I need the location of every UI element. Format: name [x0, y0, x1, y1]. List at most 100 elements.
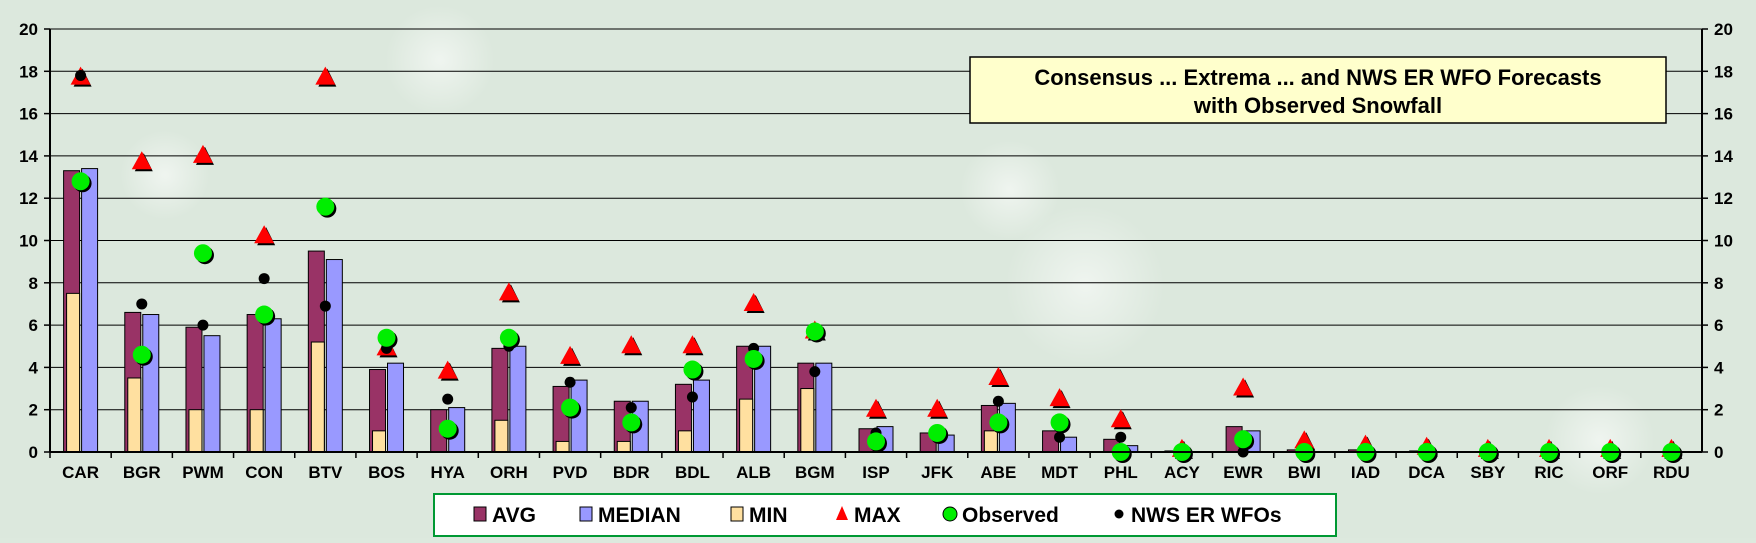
- legend: AVG MEDIAN MIN MAX Observed NWS ER WFOs: [433, 493, 1337, 537]
- legend-label: MAX: [854, 504, 901, 527]
- y-tick-label-right: 20: [1714, 20, 1733, 39]
- max-marker: [682, 335, 703, 354]
- bar-min: [66, 292, 81, 453]
- x-tick-label: ORF: [1592, 463, 1628, 482]
- y-tick-label-left: 8: [29, 274, 38, 293]
- legend-swatch: [942, 506, 958, 522]
- max-marker: [1233, 377, 1254, 396]
- y-tick-label-right: 18: [1714, 62, 1733, 81]
- legend-swatch: [579, 506, 593, 522]
- observed-marker: [561, 398, 580, 417]
- y-tick-label-right: 4: [1714, 358, 1724, 377]
- nws-marker: [75, 70, 87, 82]
- x-tick-label: HYA: [431, 463, 465, 482]
- max-marker: [254, 225, 275, 244]
- y-tick-label-left: 4: [29, 358, 39, 377]
- legend-label: MIN: [749, 504, 788, 527]
- bars: [63, 168, 1427, 453]
- bar-min: [555, 440, 570, 453]
- bar-min: [677, 430, 692, 453]
- y-tick-label-left: 0: [29, 443, 38, 462]
- bar-median: [142, 314, 160, 453]
- chart-title-line-2: with Observed Snowfall: [1193, 93, 1442, 118]
- y-axis-right-ticks: 0 2 4 6 8 10 12 14 16 18 20: [1714, 20, 1733, 462]
- observed-marker: [132, 345, 151, 364]
- observed-marker: [499, 328, 518, 347]
- legend-swatch: [730, 506, 744, 522]
- nws-marker: [258, 273, 270, 285]
- y-tick-label-right: 6: [1714, 316, 1723, 335]
- max-marker: [560, 345, 581, 364]
- nws-marker: [992, 395, 1004, 407]
- max-marker: [315, 66, 336, 85]
- observed-marker: [377, 328, 396, 347]
- y-tick-label-right: 14: [1714, 147, 1733, 166]
- y-axis-left-ticks: 0 2 4 6 8 10 12 14 16 18 20: [19, 20, 38, 462]
- observed-marker: [989, 413, 1008, 432]
- x-tick-label: BWI: [1288, 463, 1321, 482]
- x-tick-label: SBY: [1470, 463, 1506, 482]
- bar-min: [800, 388, 815, 453]
- x-tick-label: IAD: [1351, 463, 1380, 482]
- legend-swatch: [1114, 509, 1124, 519]
- x-tick-label: ALB: [736, 463, 771, 482]
- chart-title-line-1: Consensus ... Extrema ... and NWS ER WFO…: [1034, 65, 1601, 90]
- max-marker: [927, 398, 948, 417]
- bar-min: [127, 377, 142, 453]
- x-tick-label: ORH: [490, 463, 528, 482]
- observed-marker: [316, 197, 335, 216]
- x-tick-label: BDR: [613, 463, 650, 482]
- y-tick-label-left: 18: [19, 62, 38, 81]
- x-tick-label: BOS: [368, 463, 405, 482]
- nws-marker: [319, 300, 331, 312]
- x-tick-label: RIC: [1534, 463, 1563, 482]
- nws-marker: [1054, 431, 1066, 443]
- legend-label: Observed: [962, 504, 1059, 527]
- nws-marker: [197, 319, 209, 331]
- bar-min: [739, 398, 754, 453]
- bar-median: [264, 318, 282, 453]
- x-tick-label: RDU: [1653, 463, 1690, 482]
- x-tick-label: CAR: [62, 463, 99, 482]
- x-tick-label: ACY: [1164, 463, 1201, 482]
- bar-median: [509, 345, 527, 453]
- x-tick-label: PVD: [553, 463, 588, 482]
- bar-min: [494, 419, 509, 453]
- x-axis-labels: CAR BGR PWM CON BTV BOS HYA ORH PVD BDR BDL ALB BGM I…: [62, 463, 1690, 482]
- max-marker: [498, 282, 519, 301]
- y-tick-label-left: 6: [29, 316, 38, 335]
- max-marker: [192, 144, 213, 163]
- bar-min: [372, 430, 387, 453]
- y-tick-label-left: 20: [19, 20, 38, 39]
- markers: [70, 66, 1683, 463]
- observed-marker: [1234, 430, 1253, 449]
- x-tick-label: ISP: [862, 463, 889, 482]
- observed-marker: [622, 413, 641, 432]
- max-marker: [437, 360, 458, 379]
- max-marker: [988, 366, 1009, 385]
- x-tick-label: BTV: [308, 463, 343, 482]
- x-tick-label: JFK: [921, 463, 954, 482]
- bar-min: [616, 440, 631, 453]
- max-marker: [1110, 409, 1131, 428]
- legend-swatch: [473, 506, 487, 522]
- x-tick-label: MDT: [1041, 463, 1078, 482]
- bar-min: [249, 409, 264, 453]
- legend-label: AVG: [492, 504, 536, 527]
- bar-median: [815, 362, 833, 453]
- y-tick-label-left: 14: [19, 147, 38, 166]
- bar-median: [203, 335, 221, 453]
- y-tick-label-right: 10: [1714, 232, 1733, 251]
- x-tick-label: BDL: [675, 463, 710, 482]
- legend-swatch: [836, 506, 848, 520]
- x-tick-label: ABE: [980, 463, 1016, 482]
- nws-marker: [442, 393, 454, 405]
- observed-marker: [928, 423, 947, 442]
- observed-marker: [683, 360, 702, 379]
- y-tick-label-left: 16: [19, 105, 38, 124]
- nws-marker: [809, 366, 821, 378]
- max-marker: [743, 292, 764, 311]
- observed-marker: [744, 349, 763, 368]
- y-tick-label-right: 2: [1714, 401, 1723, 420]
